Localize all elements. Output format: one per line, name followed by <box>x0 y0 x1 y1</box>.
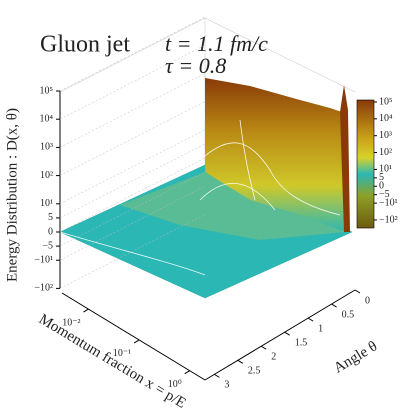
z-axis-label: Energy Distribution : D(x, θ) <box>4 108 20 282</box>
chart-subtitle: τ = 0.8 <box>165 53 226 78</box>
colorbar-tick-label: 10³ <box>379 130 392 141</box>
z-tick-label: 5 <box>48 212 53 223</box>
y-tick <box>307 317 314 322</box>
y-tick-label: 3 <box>224 380 229 391</box>
colorbar-tick-label: 10¹ <box>379 164 392 175</box>
y-tick-label: 0 <box>365 295 370 306</box>
z-grid-line <box>59 171 206 247</box>
colorbar-tick-label: 10⁵ <box>379 96 393 107</box>
z-grid-line <box>59 101 206 176</box>
chart-title: Gluon jet <box>40 32 130 58</box>
y-tick <box>237 359 244 364</box>
colorbar-tick-label: −10¹ <box>379 197 398 208</box>
z-tick-label: 10⁴ <box>40 113 54 124</box>
chart-subtitle: t = 1.1 fm/c <box>165 31 268 56</box>
x-tick <box>133 339 140 344</box>
z-tick-label: 10² <box>40 170 53 181</box>
y-tick <box>260 345 267 350</box>
x-tick-label: 10⁻² <box>62 317 80 328</box>
x-tick-label: 10⁰ <box>168 379 182 390</box>
z-grid-line <box>59 129 206 205</box>
y-tick <box>284 331 290 336</box>
colorbar <box>356 99 375 229</box>
y-tick <box>214 373 220 378</box>
surface-spike <box>340 85 350 232</box>
contours <box>59 119 341 276</box>
y-axis-label: Angle θ <box>331 338 380 376</box>
z-tick-label: −10² <box>34 283 53 294</box>
y-tick-label: 0.5 <box>342 309 355 320</box>
colorbar-tick-label: 5 <box>379 172 384 183</box>
y-axis <box>204 289 356 381</box>
y-tick-label: 1.5 <box>295 337 308 348</box>
x-axis-label: Momentum fraction x = p/E <box>36 311 189 411</box>
z-tick-label: 10⁵ <box>40 85 54 96</box>
z-tick-label: −5 <box>42 240 53 251</box>
y-tick-label: 2.5 <box>248 366 261 377</box>
colorbar-tick-label: −5 <box>379 189 390 200</box>
z-tick-label: −10¹ <box>34 254 53 265</box>
x-tick <box>83 308 89 313</box>
z-grid-line <box>59 73 206 148</box>
y-tick-label: 1 <box>318 323 323 334</box>
y-tick <box>354 289 361 294</box>
x-tick <box>184 370 191 375</box>
z-tick-label: 10¹ <box>40 198 53 209</box>
z-tick-label: 0 <box>48 226 53 237</box>
z-grid-line <box>59 214 206 289</box>
colorbar-tick-label: −10² <box>379 214 398 225</box>
colorbar-tick-label: 0 <box>379 181 384 192</box>
surface-slope <box>120 172 346 240</box>
colorbar-tick-label: 10⁴ <box>379 113 393 124</box>
surface-ridge <box>205 78 346 232</box>
y-tick-label: 2 <box>271 352 276 363</box>
y-tick <box>331 303 337 308</box>
x-axis <box>61 292 206 381</box>
x-tick-label: 10⁻¹ <box>113 348 131 359</box>
z-grid-line <box>59 16 206 92</box>
colorbar-tick-label: 10² <box>379 147 392 158</box>
z-tick-label: 10³ <box>40 142 53 153</box>
z-grid-line <box>59 185 206 261</box>
z-grid-line <box>59 143 206 219</box>
z-grid-line <box>59 157 206 233</box>
surface-floor <box>59 164 353 299</box>
z-grid-line <box>59 44 206 120</box>
